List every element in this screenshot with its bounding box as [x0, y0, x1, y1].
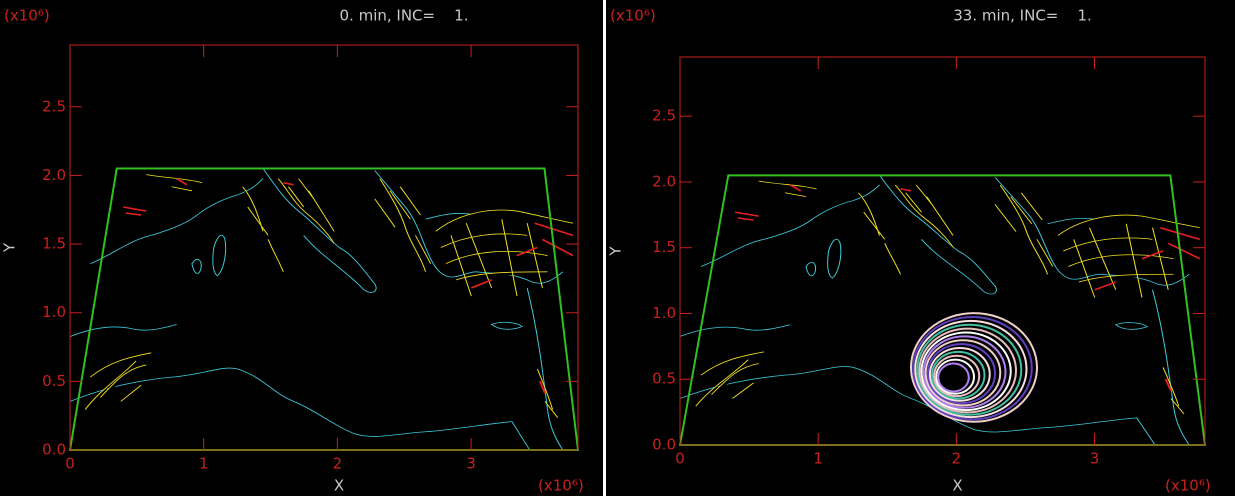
map-layer: [680, 175, 1205, 445]
chart-title: 33. min, INC= 1.: [953, 7, 1092, 25]
wave-front: [938, 364, 968, 392]
x-tick-label: 0: [675, 450, 685, 468]
x-tick-label: 0: [65, 455, 75, 473]
x-tick-label: 3: [1090, 450, 1100, 468]
chart-title: 0. min, INC= 1.: [340, 7, 469, 25]
y-multiplier: (x10⁶): [4, 7, 50, 25]
wave-front: [934, 356, 979, 396]
x-axis-label: X: [334, 477, 344, 495]
x-axis-label: X: [952, 477, 962, 495]
x-multiplier: (x10⁶): [1165, 477, 1211, 495]
y-tick-label: 2.0: [652, 172, 676, 190]
x-tick-label: 2: [333, 455, 343, 473]
y-tick-label: 1.0: [652, 304, 676, 322]
map-layer: [70, 169, 578, 450]
y-tick-label: 1.0: [42, 303, 66, 321]
y-tick-label: 0.0: [42, 441, 66, 459]
y-multiplier: (x10⁶): [610, 7, 656, 25]
y-axis-label: Y: [1, 242, 19, 253]
y-tick-label: 2.0: [42, 166, 66, 184]
page: {"chart_data": [ {"type": "map", "title"…: [0, 0, 1235, 496]
panel: 0 1 2 3 0.0 0.5 1.0 1.5 2.0 2.5 33. min, INC= 1. (x…: [606, 0, 1235, 496]
y-tick-label: 0.0: [652, 436, 676, 454]
x-multiplier: (x10⁶): [538, 477, 584, 495]
y-tick-label: 1.5: [42, 235, 66, 253]
y-axis-label: Y: [607, 246, 625, 257]
x-tick-label: 1: [813, 450, 823, 468]
x-tick-label: 3: [466, 455, 476, 473]
y-tick-label: 2.5: [42, 97, 66, 115]
coastlines: [70, 169, 573, 450]
y-tick-label: 2.5: [652, 107, 676, 125]
x-tick-label: 1: [199, 455, 209, 473]
y-tick-label: 1.5: [652, 238, 676, 256]
y-tick-label: 0.5: [652, 370, 676, 388]
panel: 0 1 2 3 0.0 0.5 1.0 1.5 2.0 2.5 0. min, INC= 1. (x1…: [0, 0, 603, 496]
x-tick-label: 2: [952, 450, 962, 468]
body: 0 1 2 3 0.0 0.5 1.0 1.5 2.0 2.5 0. min, INC= 1. (x1…: [0, 0, 1235, 496]
y-tick-label: 0.5: [42, 372, 66, 390]
